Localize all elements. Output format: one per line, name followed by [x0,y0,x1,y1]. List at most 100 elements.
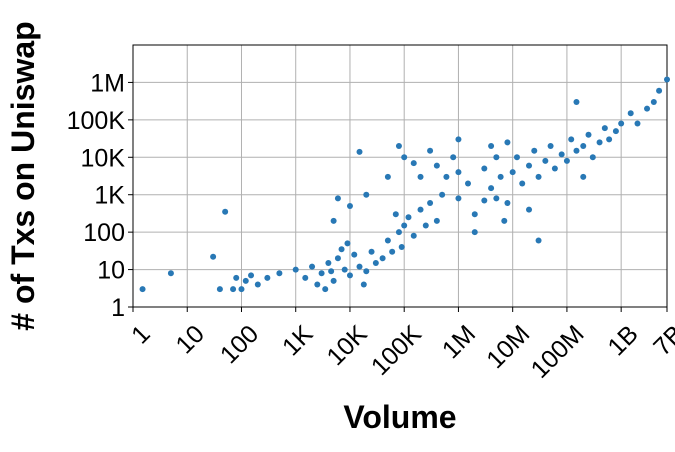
point [563,157,570,164]
point [325,259,332,266]
point [341,266,348,273]
point [606,136,613,143]
x-tick-label: 100K [366,320,427,381]
point [401,154,408,161]
x-tick-label: 1K [277,320,319,362]
point [410,232,417,239]
point [580,173,587,180]
x-tick-label: 1 [126,320,156,350]
point [363,268,370,275]
point [580,143,587,150]
point [471,211,478,218]
point [318,270,325,277]
y-tick-label: 10 [97,257,125,285]
point [242,277,249,284]
point [344,240,351,247]
point [292,266,299,273]
point [513,154,520,161]
point [330,217,337,224]
point [573,98,580,105]
point [346,272,353,279]
point [596,139,603,146]
point [542,157,549,164]
point [488,143,495,150]
point [488,185,495,192]
plot-frame [132,44,668,308]
point [401,222,408,229]
y-axis-label: # of Txs on Uniswap [5,21,41,330]
x-tick-label: 10K [321,320,372,371]
point [351,251,358,258]
point [656,87,663,94]
point [338,246,345,253]
point [422,222,429,229]
point [627,110,634,117]
point [547,143,554,150]
point [328,268,335,275]
point [501,217,508,224]
point [493,195,500,202]
point [618,120,625,127]
point [433,162,440,169]
point [443,173,450,180]
point [379,255,386,262]
point [356,263,363,270]
point [535,173,542,180]
point [334,255,341,262]
point [384,173,391,180]
point [363,191,370,198]
point [222,208,229,215]
point [601,125,608,132]
y-tick-label: 100K [67,107,126,135]
x-tick-label: 1B [602,320,643,361]
point [433,217,440,224]
point [346,202,353,209]
point [410,160,417,167]
x-tick-label: 7B [648,320,675,361]
point [612,128,619,135]
point [471,229,478,236]
y-tick-label: 1 [111,294,125,322]
y-tick-label: 10K [81,144,126,172]
point [509,169,516,176]
point [455,136,462,143]
point [535,237,542,244]
point [356,148,363,155]
point [238,286,245,293]
point [650,98,657,105]
point [389,248,396,255]
point [334,195,341,202]
point [392,211,399,218]
point [573,147,580,154]
point [427,200,434,207]
x-tick-label: 10 [170,320,209,359]
y-tick-label: 1M [90,69,125,97]
point [558,151,565,158]
point [497,173,504,180]
point [519,180,526,187]
point [504,200,511,207]
point [309,263,316,270]
point [398,244,405,251]
point [395,229,402,236]
point [504,139,511,146]
point [455,169,462,176]
y-tick-label: 1K [94,182,125,210]
point [417,173,424,180]
point [455,195,462,202]
point [230,286,237,293]
point [368,248,375,255]
point [417,206,424,213]
point [330,277,337,284]
point [481,197,488,204]
y-tick-label: 100 [83,219,125,247]
point [139,286,146,293]
point [302,274,309,281]
point [167,270,174,277]
point [210,253,217,260]
point [254,281,261,288]
point [493,154,500,161]
point [216,286,223,293]
point [589,154,596,161]
